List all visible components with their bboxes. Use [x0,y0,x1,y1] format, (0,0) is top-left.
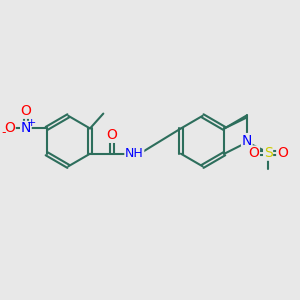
Text: O: O [248,146,259,160]
Text: O: O [107,128,118,142]
Text: O: O [20,104,31,118]
Text: NH: NH [125,147,144,160]
Text: -: - [2,126,6,140]
Text: O: O [4,122,15,136]
Text: S: S [264,146,272,160]
Text: N: N [21,122,31,136]
Text: N: N [242,134,252,148]
Text: O: O [277,146,288,160]
Text: +: + [27,118,37,128]
